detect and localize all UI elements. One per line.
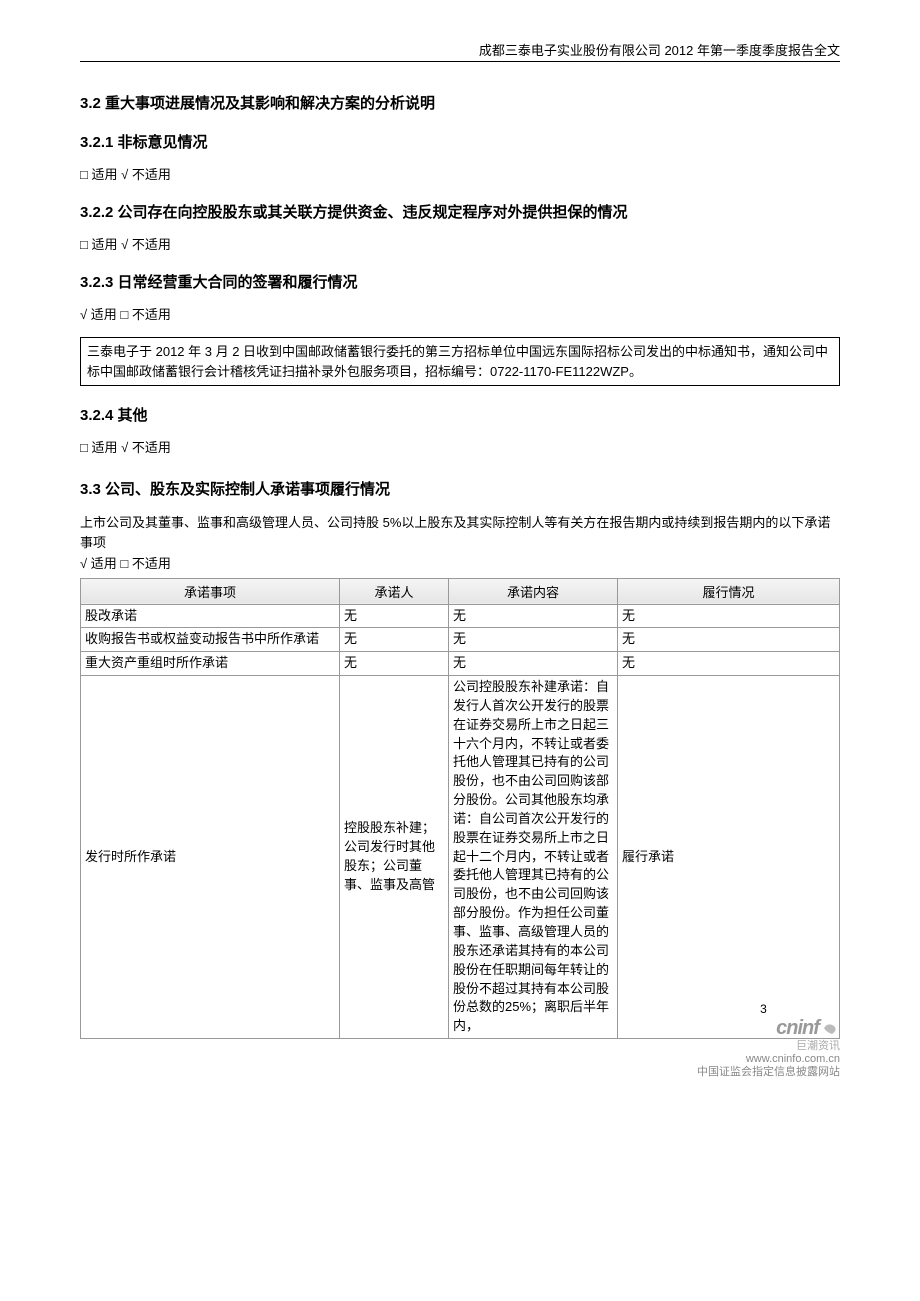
cell-status: 无 <box>618 652 840 676</box>
cell-person: 无 <box>340 628 449 652</box>
section-322-check: □ 适用 √ 不适用 <box>80 234 840 253</box>
table-row: 重大资产重组时所作承诺 无 无 无 <box>81 652 840 676</box>
th-content: 承诺内容 <box>449 578 618 604</box>
table-row: 收购报告书或权益变动报告书中所作承诺 无 无 无 <box>81 628 840 652</box>
logo-url: www.cninfo.com.cn <box>746 1053 840 1065</box>
document-page: 成都三泰电子实业股份有限公司 2012 年第一季度季度报告全文 3.2 重大事项… <box>0 0 920 1099</box>
page-footer: 3 cninf 巨潮资讯 www.cninfo.com.cn 中国证监会指定信息… <box>697 1002 840 1080</box>
cell-content: 无 <box>449 652 618 676</box>
cell-item: 发行时所作承诺 <box>81 676 340 1039</box>
logo-brand: cninf <box>776 1017 819 1039</box>
table-row: 股改承诺 无 无 无 <box>81 604 840 628</box>
th-status: 履行情况 <box>618 578 840 604</box>
cell-item: 股改承诺 <box>81 604 340 628</box>
cell-item: 收购报告书或权益变动报告书中所作承诺 <box>81 628 340 652</box>
cell-person: 无 <box>340 652 449 676</box>
cell-content: 无 <box>449 628 618 652</box>
logo-brand-cn: 巨潮资讯 <box>796 1040 840 1052</box>
cell-status: 无 <box>618 628 840 652</box>
section-324-title: 3.2.4 其他 <box>80 404 840 425</box>
table-row: 发行时所作承诺 控股股东补建；公司发行时其他股东；公司董事、监事及高管 公司控股… <box>81 676 840 1039</box>
cell-status: 无 <box>618 604 840 628</box>
logo-tagline: 中国证监会指定信息披露网站 <box>697 1066 840 1078</box>
section-323-box: 三泰电子于 2012 年 3 月 2 日收到中国邮政储蓄银行委托的第三方招标单位… <box>80 337 840 386</box>
logo-swirl-icon <box>822 1020 840 1036</box>
section-323-check: √ 适用 □ 不适用 <box>80 304 840 323</box>
section-322-title: 3.2.2 公司存在向控股股东或其关联方提供资金、违反规定程序对外提供担保的情况 <box>80 201 840 222</box>
table-header-row: 承诺事项 承诺人 承诺内容 履行情况 <box>81 578 840 604</box>
section-324-check: □ 适用 √ 不适用 <box>80 437 840 456</box>
cell-content: 无 <box>449 604 618 628</box>
section-33-intro: 上市公司及其董事、监事和高级管理人员、公司持股 5%以上股东及其实际控制人等有关… <box>80 513 840 552</box>
section-33-check: √ 适用 □ 不适用 <box>80 554 840 574</box>
cell-status: 履行承诺 <box>618 676 840 1039</box>
th-item: 承诺事项 <box>81 578 340 604</box>
cell-content: 公司控股股东补建承诺：自发行人首次公开发行的股票在证券交易所上市之日起三十六个月… <box>449 676 618 1039</box>
cell-item: 重大资产重组时所作承诺 <box>81 652 340 676</box>
page-header: 成都三泰电子实业股份有限公司 2012 年第一季度季度报告全文 <box>80 40 840 62</box>
commitments-table: 承诺事项 承诺人 承诺内容 履行情况 股改承诺 无 无 无 收购报告书或权益变动… <box>80 578 840 1040</box>
section-32-title: 3.2 重大事项进展情况及其影响和解决方案的分析说明 <box>80 92 840 113</box>
cell-person: 无 <box>340 604 449 628</box>
section-323-title: 3.2.3 日常经营重大合同的签署和履行情况 <box>80 271 840 292</box>
cell-person: 控股股东补建；公司发行时其他股东；公司董事、监事及高管 <box>340 676 449 1039</box>
th-person: 承诺人 <box>340 578 449 604</box>
section-33-title: 3.3 公司、股东及实际控制人承诺事项履行情况 <box>80 478 840 499</box>
section-321-title: 3.2.1 非标意见情况 <box>80 131 840 152</box>
cninfo-logo: cninf 巨潮资讯 www.cninfo.com.cn 中国证监会指定信息披露… <box>697 1016 840 1080</box>
page-number: 3 <box>697 1002 830 1016</box>
section-321-check: □ 适用 √ 不适用 <box>80 164 840 183</box>
